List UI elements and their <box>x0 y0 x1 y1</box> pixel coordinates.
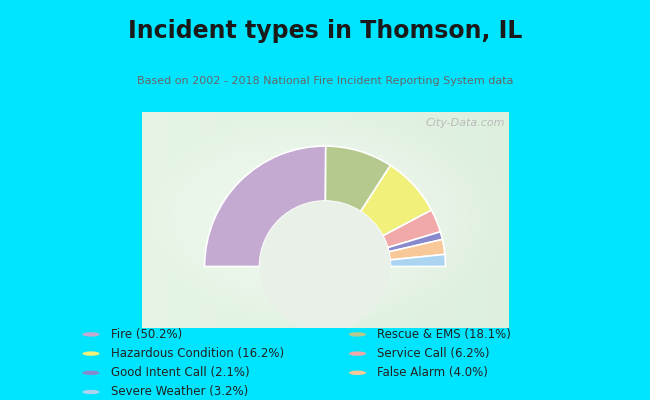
Wedge shape <box>389 240 445 260</box>
Text: Service Call (6.2%): Service Call (6.2%) <box>377 347 489 360</box>
Text: Severe Weather (3.2%): Severe Weather (3.2%) <box>111 386 248 398</box>
Wedge shape <box>387 232 443 252</box>
Ellipse shape <box>83 332 99 337</box>
Wedge shape <box>383 210 440 248</box>
Ellipse shape <box>349 332 366 337</box>
Text: Fire (50.2%): Fire (50.2%) <box>111 328 182 341</box>
Text: Hazardous Condition (16.2%): Hazardous Condition (16.2%) <box>111 347 283 360</box>
Ellipse shape <box>83 390 99 394</box>
Text: False Alarm (4.0%): False Alarm (4.0%) <box>377 366 488 379</box>
Ellipse shape <box>349 351 366 356</box>
Wedge shape <box>390 254 445 266</box>
Text: Rescue & EMS (18.1%): Rescue & EMS (18.1%) <box>377 328 511 341</box>
Text: Good Intent Call (2.1%): Good Intent Call (2.1%) <box>111 366 249 379</box>
Wedge shape <box>205 146 326 266</box>
Ellipse shape <box>83 370 99 375</box>
Ellipse shape <box>83 351 99 356</box>
Ellipse shape <box>349 370 366 375</box>
Wedge shape <box>361 165 432 236</box>
Wedge shape <box>326 146 391 212</box>
Text: City-Data.com: City-Data.com <box>425 118 504 128</box>
Text: Based on 2002 - 2018 National Fire Incident Reporting System data: Based on 2002 - 2018 National Fire Incid… <box>136 76 514 86</box>
Circle shape <box>259 201 391 332</box>
Text: Incident types in Thomson, IL: Incident types in Thomson, IL <box>128 19 522 43</box>
